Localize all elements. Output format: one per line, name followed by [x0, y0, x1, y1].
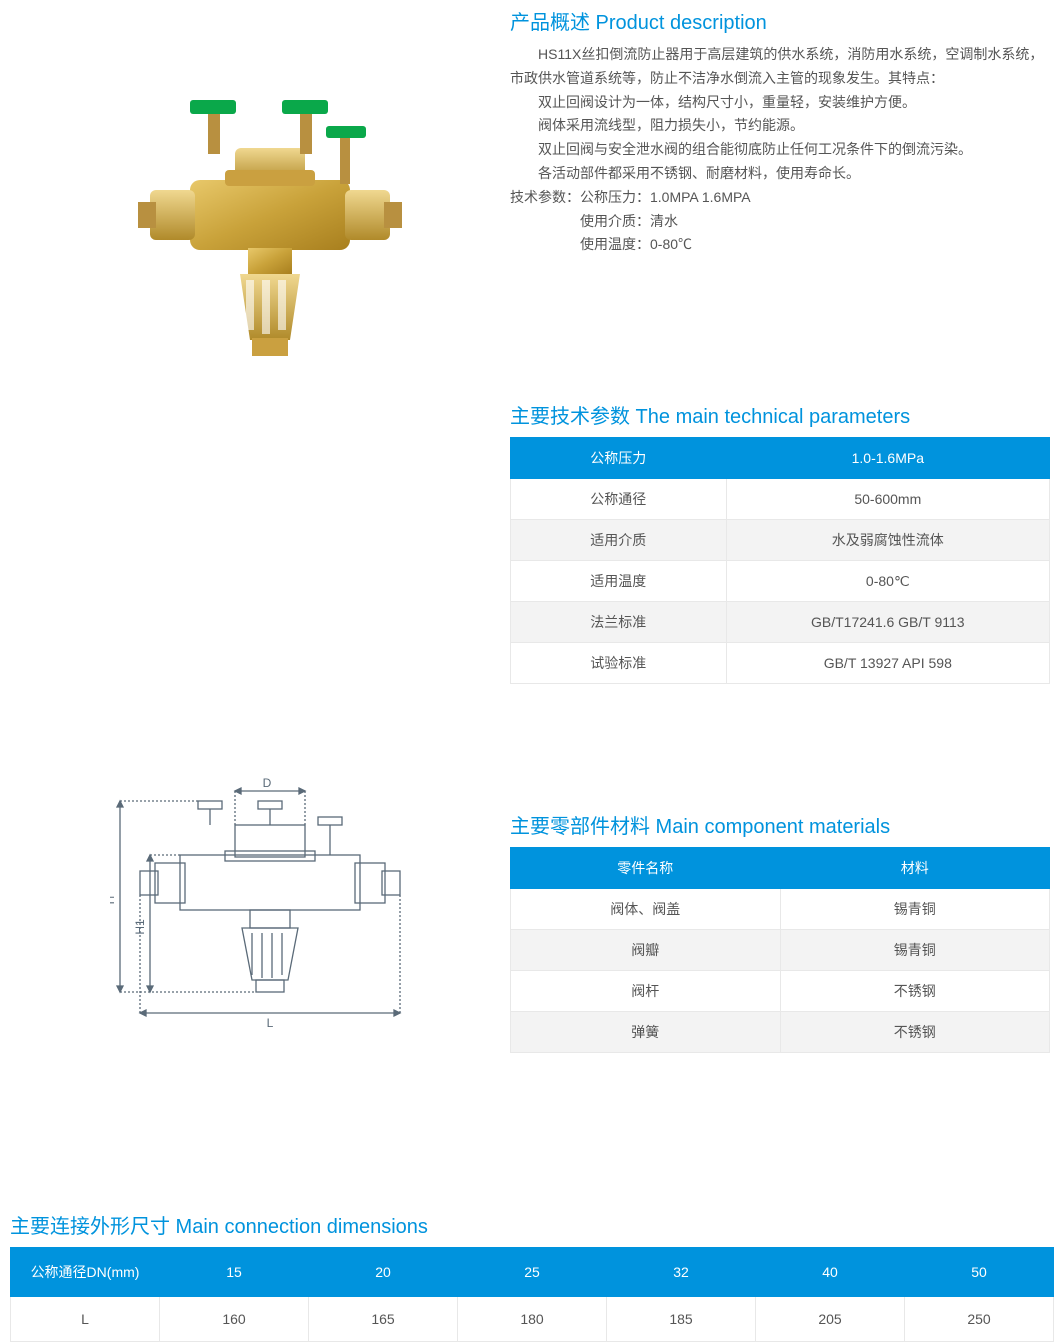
materials-cell: 阀瓣	[511, 930, 781, 971]
dimensions-section: 主要连接外形尺寸 Main connection dimensions 公称通径…	[10, 1210, 1054, 1342]
description-bullet: 各活动部件都采用不锈钢、耐磨材料，使用寿命长。	[510, 162, 1050, 186]
svg-text:H1: H1	[133, 919, 147, 935]
dims-header-cell: 50	[905, 1248, 1054, 1297]
params-cell: 适用温度	[511, 561, 727, 602]
svg-text:D: D	[263, 776, 272, 790]
tech-param-line: 技术参数：公称压力：1.0MPA 1.6MPA	[510, 186, 1050, 210]
product-photo	[130, 70, 410, 370]
params-header-cell: 1.0-1.6MPa	[726, 438, 1049, 479]
params-cell: GB/T17241.6 GB/T 9113	[726, 602, 1049, 643]
params-cell: 试验标准	[511, 643, 727, 684]
dims-header-cell: 40	[756, 1248, 905, 1297]
description-intro: HS11X丝扣倒流防止器用于高层建筑的供水系统，消防用水系统，空调制水系统，市政…	[510, 43, 1050, 91]
dims-header-cell: 20	[309, 1248, 458, 1297]
materials-title: 主要零部件材料 Main component materials	[510, 810, 1050, 839]
materials-cell: 锡青铜	[780, 930, 1050, 971]
params-cell: 适用介质	[511, 520, 727, 561]
materials-cell: 阀杆	[511, 971, 781, 1012]
materials-cell: 弹簧	[511, 1012, 781, 1053]
materials-table: 零件名称材料 阀体、阀盖锡青铜 阀瓣锡青铜 阀杆不锈钢 弹簧不锈钢	[510, 847, 1050, 1053]
tech-param-line: 使用介质：清水	[510, 210, 1050, 234]
materials-header-cell: 材料	[780, 848, 1050, 889]
dims-cell: 185	[607, 1297, 756, 1342]
materials-cell: 不锈钢	[780, 1012, 1050, 1053]
technical-diagram: D L H H1	[110, 755, 430, 1035]
dims-header-cell: 25	[458, 1248, 607, 1297]
params-title: 主要技术参数 The main technical parameters	[510, 400, 1050, 429]
dims-cell: 250	[905, 1297, 1054, 1342]
technical-parameters-section: 主要技术参数 The main technical parameters 公称压…	[510, 400, 1050, 684]
svg-text:H: H	[110, 896, 117, 905]
params-cell: 50-600mm	[726, 479, 1049, 520]
materials-cell: 不锈钢	[780, 971, 1050, 1012]
params-header-cell: 公称压力	[511, 438, 727, 479]
description-bullet: 双止回阀与安全泄水阀的组合能彻底防止任何工况条件下的倒流污染。	[510, 138, 1050, 162]
dims-cell: 180	[458, 1297, 607, 1342]
materials-header-cell: 零件名称	[511, 848, 781, 889]
params-cell: 水及弱腐蚀性流体	[726, 520, 1049, 561]
dims-header-cell: 32	[607, 1248, 756, 1297]
params-table: 公称压力1.0-1.6MPa 公称通径50-600mm 适用介质水及弱腐蚀性流体…	[510, 437, 1050, 684]
description-title: 产品概述 Product description	[510, 6, 1050, 35]
dims-cell: L	[11, 1297, 160, 1342]
dims-header-cell: 15	[160, 1248, 309, 1297]
dimensions-title: 主要连接外形尺寸 Main connection dimensions	[10, 1210, 1054, 1239]
params-cell: GB/T 13927 API 598	[726, 643, 1049, 684]
materials-cell: 阀体、阀盖	[511, 889, 781, 930]
description-body: HS11X丝扣倒流防止器用于高层建筑的供水系统，消防用水系统，空调制水系统，市政…	[510, 43, 1050, 257]
materials-cell: 锡青铜	[780, 889, 1050, 930]
description-bullet: 双止回阀设计为一体，结构尺寸小，重量轻，安装维护方便。	[510, 91, 1050, 115]
materials-section: 主要零部件材料 Main component materials 零件名称材料 …	[510, 810, 1050, 1053]
description-bullet: 阀体采用流线型，阻力损失小，节约能源。	[510, 114, 1050, 138]
params-cell: 公称通径	[511, 479, 727, 520]
svg-text:L: L	[267, 1016, 274, 1030]
tech-param-line: 使用温度：0-80℃	[510, 233, 1050, 257]
product-description-section: 产品概述 Product description HS11X丝扣倒流防止器用于高…	[510, 6, 1050, 257]
dims-cell: 160	[160, 1297, 309, 1342]
params-cell: 0-80℃	[726, 561, 1049, 602]
dims-cell: 205	[756, 1297, 905, 1342]
dims-header-cell: 公称通径DN(mm)	[11, 1248, 160, 1297]
params-cell: 法兰标准	[511, 602, 727, 643]
dims-cell: 165	[309, 1297, 458, 1342]
